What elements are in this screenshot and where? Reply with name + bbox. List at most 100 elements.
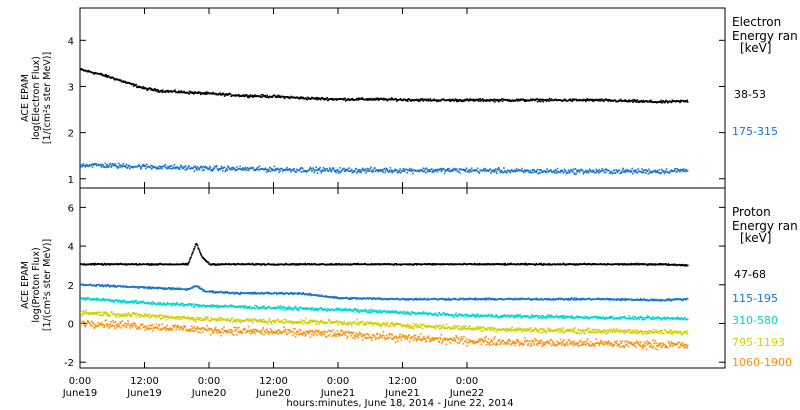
data-point [109, 315, 112, 317]
data-point [542, 100, 545, 103]
data-point [602, 316, 605, 318]
data-point [332, 97, 334, 100]
data-point [377, 312, 379, 314]
data-point [638, 318, 641, 321]
data-point [639, 316, 641, 319]
data-point [198, 305, 200, 308]
data-point [654, 169, 657, 172]
data-point [390, 170, 392, 173]
data-point [498, 168, 501, 171]
data-point [116, 167, 119, 169]
data-point [448, 99, 450, 102]
data-point [125, 163, 128, 166]
data-point [634, 171, 636, 173]
data-point [313, 171, 316, 174]
data-point [319, 170, 322, 172]
data-point [100, 72, 102, 75]
data-point [203, 92, 205, 94]
data-point [93, 297, 96, 300]
data-point [247, 292, 249, 294]
data-point [279, 170, 281, 172]
data-point [156, 90, 159, 93]
data-point [271, 168, 274, 171]
data-point [140, 168, 142, 170]
data-point [233, 305, 236, 307]
data-point [232, 166, 234, 169]
data-point [656, 317, 659, 319]
data-point [99, 164, 101, 167]
data-point [410, 313, 412, 316]
data-point [531, 316, 534, 319]
data-point [503, 315, 505, 317]
data-point [634, 169, 637, 171]
data-point [173, 316, 176, 319]
data-point [376, 169, 379, 171]
data-point [80, 298, 82, 301]
data-point [305, 97, 307, 99]
data-point [417, 98, 419, 101]
data-point [647, 170, 649, 172]
data-point [367, 311, 369, 314]
data-point [346, 99, 348, 101]
data-point [533, 169, 535, 171]
proton-series-1-points [80, 243, 689, 267]
data-point [119, 313, 121, 315]
data-point [443, 168, 445, 171]
data-point [221, 169, 224, 172]
data-point [369, 310, 371, 312]
data-point [608, 317, 610, 319]
data-point [250, 293, 252, 295]
data-point [387, 99, 389, 102]
data-point [670, 298, 672, 301]
data-point [140, 313, 142, 316]
data-point [100, 163, 102, 166]
data-point [554, 169, 557, 171]
data-point [273, 292, 276, 295]
data-point [183, 315, 185, 318]
data-point [394, 311, 397, 314]
data-point [161, 91, 163, 94]
data-point [142, 315, 145, 317]
data-point [530, 299, 533, 301]
data-point [170, 165, 173, 167]
data-point [433, 98, 436, 101]
data-point [356, 172, 358, 174]
data-point [245, 93, 248, 96]
data-point [425, 99, 428, 102]
data-point [170, 288, 173, 291]
data-point [530, 172, 533, 174]
data-point [314, 307, 316, 310]
data-point [174, 167, 176, 170]
data-point [128, 164, 130, 167]
data-point [235, 169, 237, 171]
data-point [458, 168, 461, 170]
data-point [117, 313, 119, 315]
data-point [488, 100, 491, 103]
data-point [303, 263, 306, 266]
data-point [548, 97, 551, 100]
data-point [603, 171, 606, 174]
data-point [231, 304, 234, 307]
data-point [101, 314, 104, 317]
data-point [225, 292, 228, 294]
data-point [401, 170, 404, 172]
data-point [399, 98, 402, 100]
data-point [628, 99, 630, 101]
data-point [421, 98, 424, 100]
data-point [354, 170, 356, 172]
data-point [208, 168, 210, 170]
data-point [610, 317, 613, 319]
data-point [385, 167, 388, 170]
data-point [111, 310, 113, 313]
data-point [212, 168, 214, 171]
data-point [642, 316, 644, 319]
data-point [103, 263, 105, 266]
data-point [618, 169, 621, 172]
data-point [211, 291, 214, 294]
data-point [582, 172, 585, 175]
data-point [239, 305, 241, 308]
data-point [234, 292, 236, 295]
data-point [322, 166, 325, 169]
data-point [524, 99, 526, 101]
data-point [130, 313, 132, 316]
